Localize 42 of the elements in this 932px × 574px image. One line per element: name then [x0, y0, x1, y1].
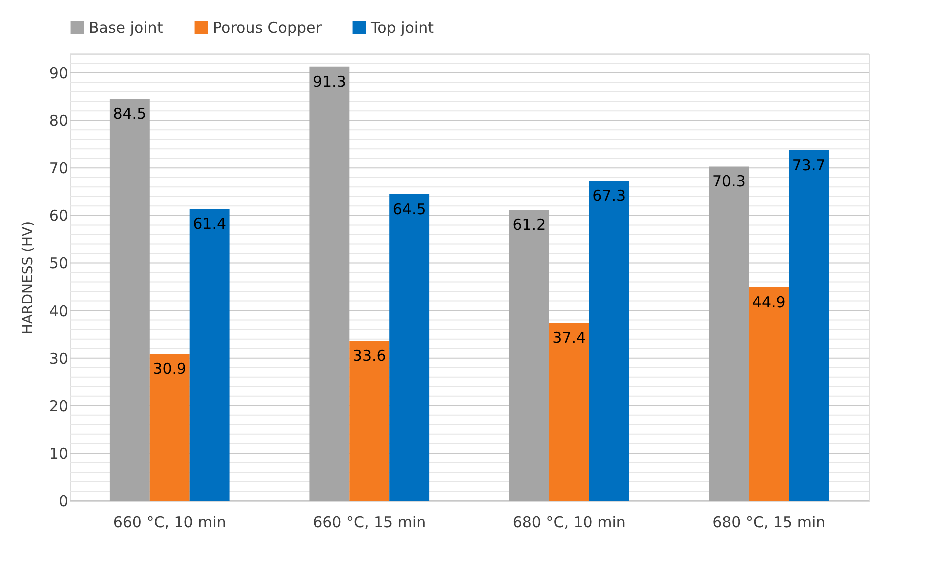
y-tick-label: 10 [49, 444, 68, 463]
data-label: 61.2 [512, 216, 546, 234]
data-label: 30.9 [153, 360, 187, 378]
bar [150, 354, 190, 501]
x-tick-label: 680 °C, 10 min [512, 514, 626, 532]
bar [709, 166, 750, 501]
legend-label: Base joint [89, 18, 164, 37]
bar [390, 194, 430, 501]
data-label: 70.3 [712, 172, 746, 191]
data-label: 91.3 [312, 72, 346, 91]
y-axis-title: HARDNESS (HV) [20, 221, 36, 335]
bar [310, 66, 350, 501]
data-label: 44.9 [752, 293, 786, 312]
legend-label: Porous Copper [213, 18, 323, 37]
y-tick-label: 90 [49, 64, 68, 83]
data-label: 64.5 [392, 200, 426, 218]
bar [589, 180, 630, 501]
bar [509, 210, 550, 501]
bar [350, 341, 390, 501]
y-tick-label: 0 [58, 492, 68, 510]
data-label: 61.4 [193, 215, 227, 234]
bar [110, 99, 150, 501]
y-tick-label: 80 [49, 112, 68, 130]
bar [190, 209, 230, 501]
y-tick-label: 70 [49, 160, 68, 178]
legend-label: Top joint [370, 18, 434, 37]
y-tick-label: 30 [49, 350, 68, 368]
data-label: 33.6 [352, 347, 386, 366]
x-tick-label: 680 °C, 15 min [712, 514, 826, 532]
data-label: 67.3 [592, 186, 626, 205]
y-tick-label: 50 [49, 254, 68, 273]
y-tick-label: 20 [49, 397, 68, 416]
y-tick-label: 60 [49, 207, 68, 226]
y-tick-label: 40 [49, 302, 68, 320]
bar [789, 150, 830, 501]
data-label: 37.4 [552, 329, 586, 348]
bar [549, 323, 590, 501]
x-tick-label: 660 °C, 10 min [113, 514, 226, 532]
data-label: 73.7 [792, 156, 826, 175]
bar [749, 287, 790, 501]
data-label: 84.5 [113, 105, 147, 124]
x-tick-label: 660 °C, 15 min [313, 514, 426, 532]
